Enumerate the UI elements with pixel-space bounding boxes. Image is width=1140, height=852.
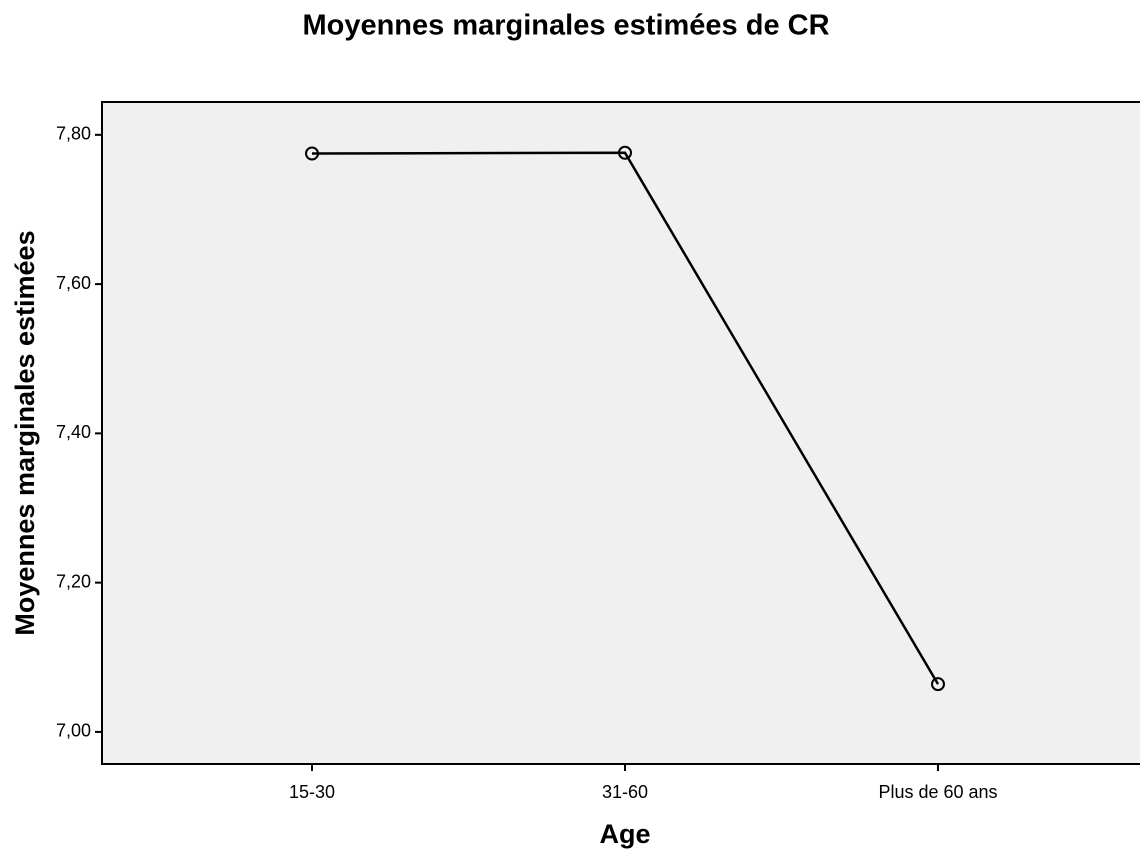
y-tick-label: 7,20 — [56, 571, 91, 591]
line — [311, 151, 940, 685]
y-axis-label: Moyennes marginales estimées — [10, 230, 40, 635]
y-tick-label: 7,40 — [56, 422, 91, 442]
x-tick-label: 31-60 — [602, 782, 648, 802]
point — [305, 146, 319, 161]
chart-title: Moyennes marginales estimées de CR — [302, 10, 829, 42]
plot-area — [101, 101, 1140, 765]
point — [931, 677, 945, 692]
y-tick-label: 7,60 — [56, 273, 91, 293]
y-tick-label: 7,80 — [56, 124, 91, 144]
point — [618, 145, 632, 160]
x-tick-label: Plus de 60 ans — [878, 782, 997, 802]
y-tick-label: 7,00 — [56, 721, 91, 741]
x-tick-label: 15-30 — [289, 782, 335, 802]
x-axis-label: Age — [599, 819, 650, 849]
